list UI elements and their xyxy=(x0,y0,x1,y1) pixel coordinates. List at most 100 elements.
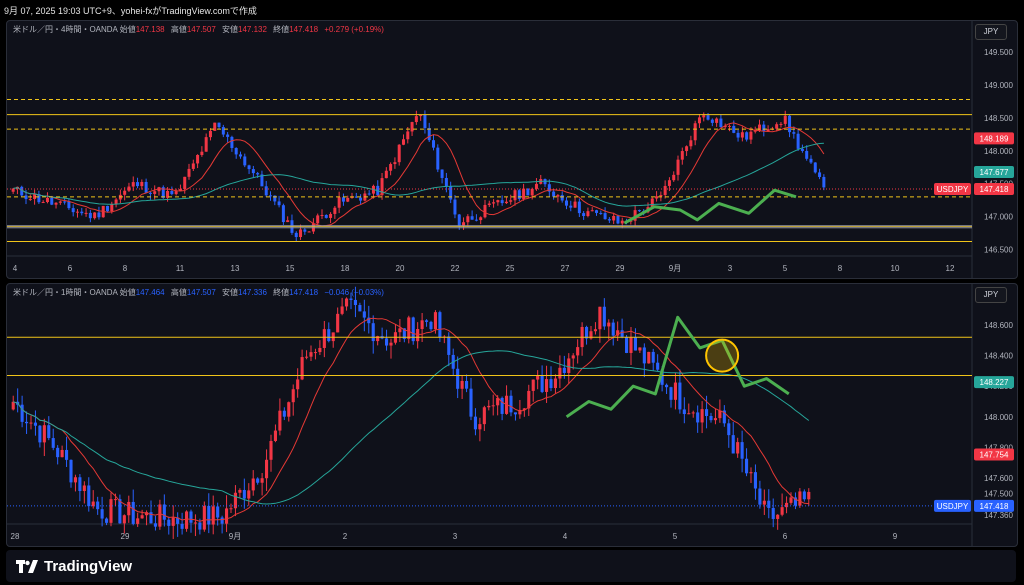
candle-body xyxy=(722,410,726,424)
currency-button[interactable]: JPY xyxy=(975,287,1007,303)
candle-body xyxy=(407,317,411,339)
candle-body xyxy=(273,195,277,202)
candle-body xyxy=(599,212,603,214)
candle-body xyxy=(67,201,71,209)
price-tick-label: 147.500 xyxy=(984,489,1013,498)
candle-body xyxy=(296,379,300,390)
candle-body xyxy=(656,362,660,370)
candle-body xyxy=(287,402,291,417)
candle-body xyxy=(697,117,701,124)
candle-body xyxy=(127,186,131,191)
candle-body xyxy=(792,132,796,134)
tradingview-logo[interactable]: TradingView xyxy=(16,558,132,575)
candle-body xyxy=(758,488,762,505)
candle-body xyxy=(432,140,436,148)
candle-body xyxy=(183,176,187,190)
candle-body xyxy=(496,397,500,406)
price-tick-label: 149.500 xyxy=(984,48,1013,57)
candle-body xyxy=(805,150,809,159)
ma-fast-line xyxy=(13,317,809,522)
candle-body xyxy=(389,164,393,171)
candle-body xyxy=(411,317,415,342)
candle-body xyxy=(762,124,766,132)
candle-body xyxy=(429,321,433,330)
candle-body xyxy=(75,211,79,213)
candle-body xyxy=(80,211,84,214)
candle-body xyxy=(700,409,704,423)
ma-fast-line xyxy=(13,122,825,227)
candle-body xyxy=(193,522,197,524)
candle-body xyxy=(449,186,453,200)
candle-body xyxy=(414,116,418,123)
candle-body xyxy=(470,216,474,220)
candle-body xyxy=(69,459,73,483)
candle-body xyxy=(174,191,178,195)
candle-body xyxy=(558,367,562,379)
candle-body xyxy=(226,134,230,137)
candle-body xyxy=(91,501,95,507)
candle-body xyxy=(11,401,15,410)
candle-body xyxy=(294,232,298,238)
candle-body xyxy=(225,508,229,524)
date-tick-label: 6 xyxy=(783,532,788,541)
candle-body xyxy=(444,177,448,187)
candle-body xyxy=(109,499,113,523)
candle-body xyxy=(336,313,340,333)
candle-body xyxy=(56,447,60,458)
candle-body xyxy=(474,219,478,221)
candle-body xyxy=(576,347,580,356)
price-tick-label: 148.500 xyxy=(984,114,1013,123)
hand-drawn-path xyxy=(623,188,797,225)
candle-body xyxy=(462,222,466,226)
price-chart-1h[interactable]: 148.600148.400148.200148.000147.800147.6… xyxy=(7,284,1017,546)
date-tick-label: 5 xyxy=(673,532,678,541)
candle-body xyxy=(170,190,174,195)
currency-button[interactable]: JPY xyxy=(975,24,1007,40)
price-badge-label: 148.189 xyxy=(980,134,1009,143)
candle-body xyxy=(82,485,86,492)
candle-body xyxy=(460,380,464,389)
candle-body xyxy=(265,459,269,479)
candle-body xyxy=(41,202,45,204)
candle-body xyxy=(73,477,77,483)
candle-body xyxy=(522,188,526,199)
candle-body xyxy=(384,170,388,179)
candle-body xyxy=(204,137,208,152)
candle-body xyxy=(705,409,709,417)
candle-body xyxy=(785,502,789,508)
candle-body xyxy=(788,115,792,133)
candle-body xyxy=(213,122,217,131)
candle-body xyxy=(25,421,29,424)
candle-body xyxy=(789,497,793,503)
date-tick-label: 28 xyxy=(11,532,20,541)
candle-body xyxy=(518,409,522,415)
date-tick-label: 8 xyxy=(838,264,843,273)
candle-body xyxy=(633,337,637,351)
candle-body xyxy=(549,379,553,389)
candle-body xyxy=(402,328,406,339)
candle-body xyxy=(264,186,268,196)
candle-body xyxy=(629,337,633,353)
candle-body xyxy=(38,425,42,443)
chart-panel-4h[interactable]: 米ドル／円・4時間・OANDA 始値147.138 高値147.507 安値14… xyxy=(6,20,1018,279)
candle-body xyxy=(685,146,689,152)
candle-body xyxy=(607,322,611,327)
candle-body xyxy=(63,201,67,203)
price-badge-label: USDJPY xyxy=(937,502,969,511)
price-badge xyxy=(974,166,1014,179)
candle-body xyxy=(620,220,624,224)
candle-body xyxy=(813,162,817,173)
candle-body xyxy=(33,422,37,426)
candle-body xyxy=(33,194,37,200)
candle-body xyxy=(333,207,337,214)
candle-body xyxy=(573,201,577,208)
candle-body xyxy=(552,191,556,197)
candle-body xyxy=(479,217,483,221)
chart-panel-1h[interactable]: 米ドル／円・1時間・OANDA 始値147.464 高値147.507 安値14… xyxy=(6,283,1018,547)
candle-body xyxy=(731,435,735,454)
candle-body xyxy=(208,130,212,138)
candle-body xyxy=(166,190,170,198)
price-chart-4h[interactable]: 149.500149.000148.500148.000147.500147.0… xyxy=(7,21,1017,278)
candle-body xyxy=(221,127,225,135)
candle-body xyxy=(667,180,671,186)
